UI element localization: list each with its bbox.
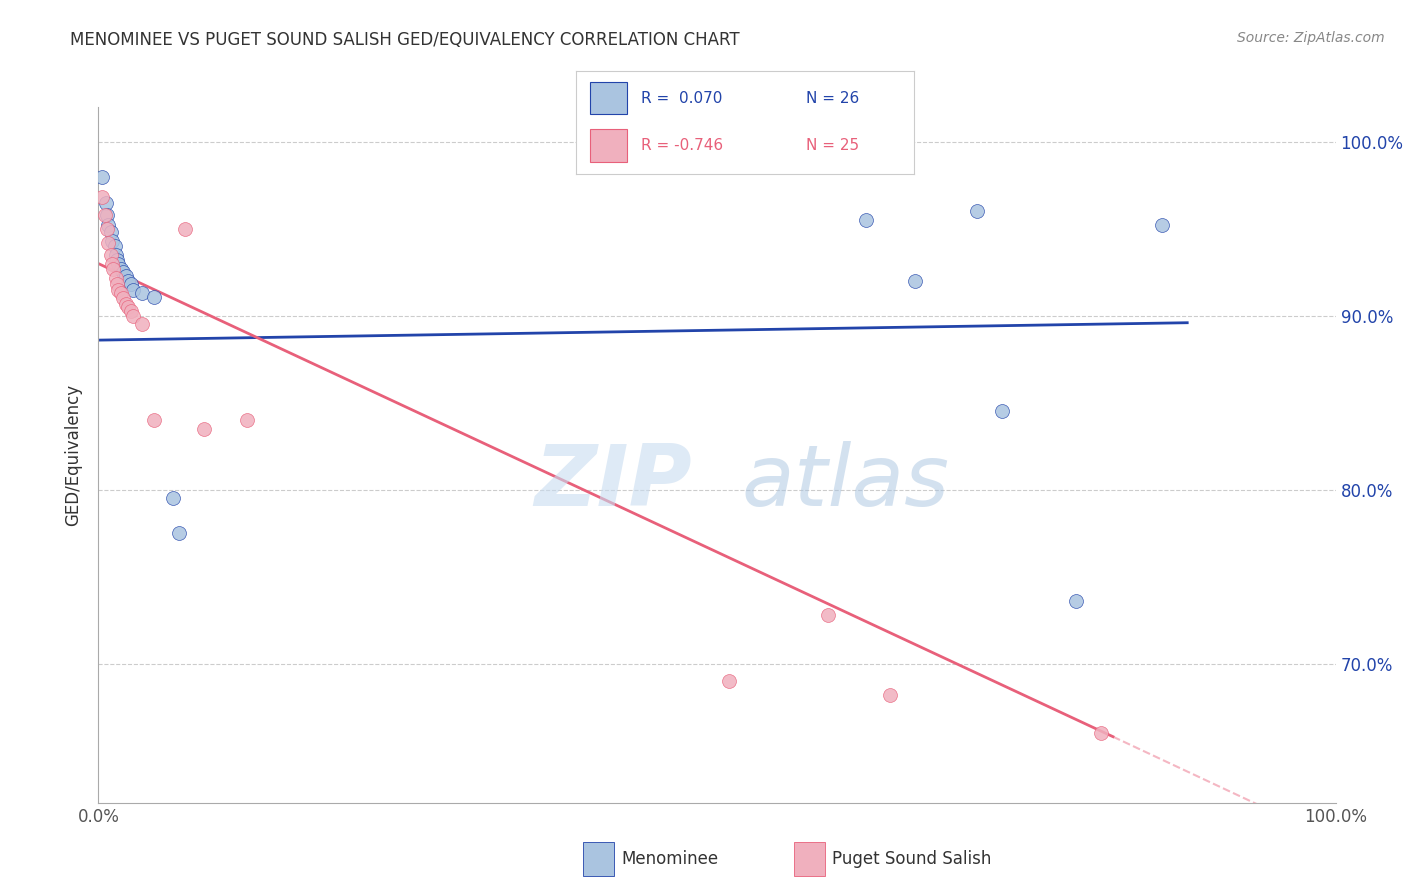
Point — [91, 169, 114, 184]
Point — [105, 253, 128, 268]
Point — [104, 270, 127, 285]
Point — [193, 422, 215, 436]
Text: MENOMINEE VS PUGET SOUND SALISH GED/EQUIVALENCY CORRELATION CHART: MENOMINEE VS PUGET SOUND SALISH GED/EQUI… — [70, 31, 740, 49]
FancyBboxPatch shape — [591, 128, 627, 161]
Y-axis label: GED/Equivalency: GED/Equivalency — [65, 384, 83, 526]
Point — [122, 283, 145, 297]
Point — [97, 219, 120, 233]
Point — [131, 286, 153, 301]
FancyBboxPatch shape — [591, 82, 627, 114]
Text: ZIP: ZIP — [534, 442, 692, 524]
Point — [966, 204, 988, 219]
Text: Menominee: Menominee — [621, 850, 718, 868]
Point — [91, 190, 114, 204]
Point — [131, 318, 153, 332]
Point — [904, 274, 927, 288]
Point — [107, 283, 129, 297]
Point — [1090, 726, 1112, 740]
Point — [97, 235, 120, 250]
Point — [236, 413, 259, 427]
Point — [94, 195, 117, 210]
Text: R =  0.070: R = 0.070 — [641, 90, 721, 105]
Point — [1152, 219, 1174, 233]
Point — [107, 256, 129, 270]
Text: N = 26: N = 26 — [806, 90, 859, 105]
Text: atlas: atlas — [742, 442, 950, 524]
Point — [120, 303, 142, 318]
Point — [93, 208, 115, 222]
Point — [718, 674, 741, 689]
Text: Source: ZipAtlas.com: Source: ZipAtlas.com — [1237, 31, 1385, 45]
Point — [110, 261, 132, 276]
Text: Puget Sound Salish: Puget Sound Salish — [832, 850, 991, 868]
Point — [114, 268, 136, 283]
Point — [1064, 594, 1087, 608]
Point — [143, 413, 166, 427]
Point — [114, 296, 136, 310]
Point — [100, 225, 122, 239]
Point — [96, 208, 118, 222]
Point — [101, 256, 124, 270]
Point — [104, 248, 127, 262]
Point — [120, 277, 142, 292]
Point — [100, 248, 122, 262]
Point — [167, 526, 190, 541]
Point — [879, 688, 901, 702]
Point — [174, 222, 197, 236]
Text: N = 25: N = 25 — [806, 137, 859, 153]
Point — [817, 607, 839, 622]
Point — [110, 286, 132, 301]
Point — [143, 290, 166, 304]
Point — [855, 213, 877, 227]
Point — [112, 265, 135, 279]
Point — [162, 491, 184, 506]
Point — [990, 404, 1012, 418]
Point — [117, 274, 139, 288]
Point — [117, 300, 139, 314]
Point — [105, 277, 128, 292]
Point — [96, 222, 118, 236]
Point — [103, 239, 125, 253]
Point — [112, 291, 135, 305]
Text: R = -0.746: R = -0.746 — [641, 137, 723, 153]
Point — [122, 309, 145, 323]
Point — [103, 261, 125, 276]
Point — [101, 234, 124, 248]
